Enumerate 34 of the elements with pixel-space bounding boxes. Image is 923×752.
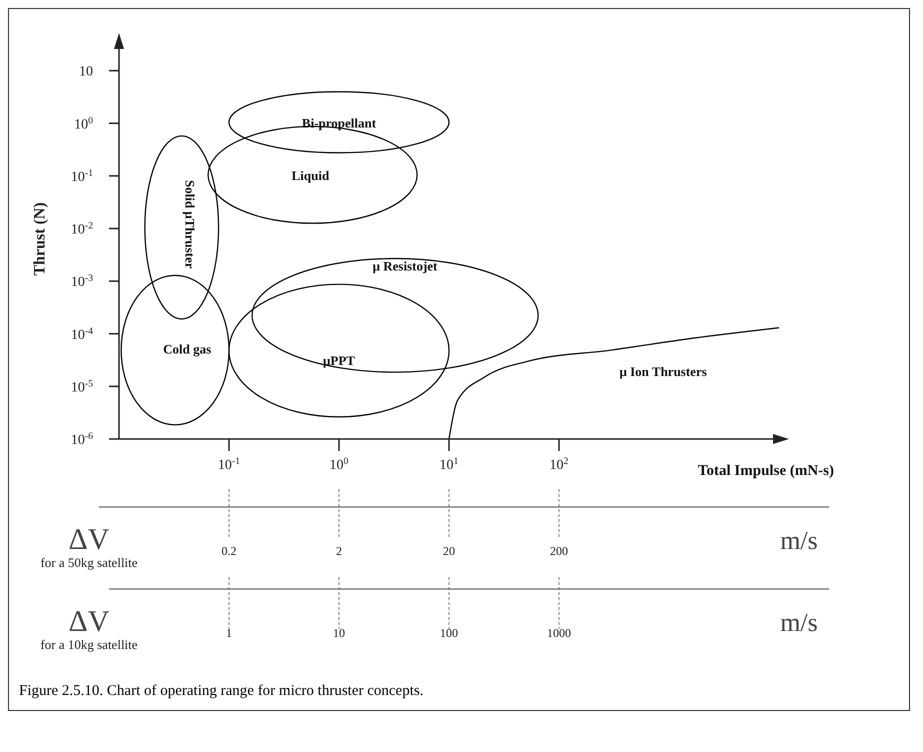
annotation: μ Resistojet bbox=[372, 258, 438, 274]
y-tick-label: 10$^{-5}$ bbox=[70, 378, 94, 396]
text: m/s bbox=[780, 608, 818, 637]
y-tick-label: 10$^{-2}$ bbox=[70, 220, 94, 238]
text: 2 bbox=[336, 544, 342, 558]
caption: Figure 2.5.10. Chart of operating range for micro thruster concepts. bbox=[19, 683, 424, 700]
x-tick-label: 10$^{-1}$ bbox=[218, 456, 240, 473]
text: ΔV for a 50kg satellite bbox=[40, 523, 138, 570]
y-tick-label: 10 bbox=[79, 64, 93, 80]
annotation: Bi-propellant bbox=[302, 115, 377, 130]
text: 1 bbox=[226, 626, 232, 640]
text: 100 bbox=[440, 626, 458, 640]
y-tick-label: 10$^{-6}$ bbox=[70, 430, 94, 448]
y-tick-label: 10$^{-4}$ bbox=[70, 325, 94, 343]
text: 200 bbox=[550, 544, 568, 558]
x-axis-title: Total Impulse (mN-s) bbox=[698, 463, 834, 479]
x-tick-label: 10$^{2}$ bbox=[550, 456, 569, 473]
text: ΔV for a 10kg satellite bbox=[40, 605, 138, 652]
y-tick-label: 10$^{-1}$ bbox=[70, 167, 94, 185]
x-tick-label: 10$^{1}$ bbox=[440, 456, 459, 473]
text: 10 bbox=[333, 626, 345, 640]
y-axis-title: Thrust (N) bbox=[32, 202, 49, 276]
annotation: Cold gas bbox=[163, 342, 212, 357]
series-label: μ Ion Thrusters bbox=[619, 364, 707, 380]
text: 20 bbox=[443, 544, 455, 558]
y-tick-label: 10$^{-3}$ bbox=[70, 272, 94, 290]
annotation: Liquid bbox=[292, 168, 330, 183]
annotation: μPPT bbox=[323, 353, 356, 368]
text: m/s bbox=[780, 526, 818, 555]
text: 1000 bbox=[547, 626, 571, 640]
x-tick-label: 10$^{0}$ bbox=[330, 456, 349, 473]
y-tick-label: 10$^{0}$ bbox=[74, 114, 94, 132]
text: 0.2 bbox=[222, 544, 236, 558]
annotation: Solid μThruster bbox=[182, 180, 198, 269]
